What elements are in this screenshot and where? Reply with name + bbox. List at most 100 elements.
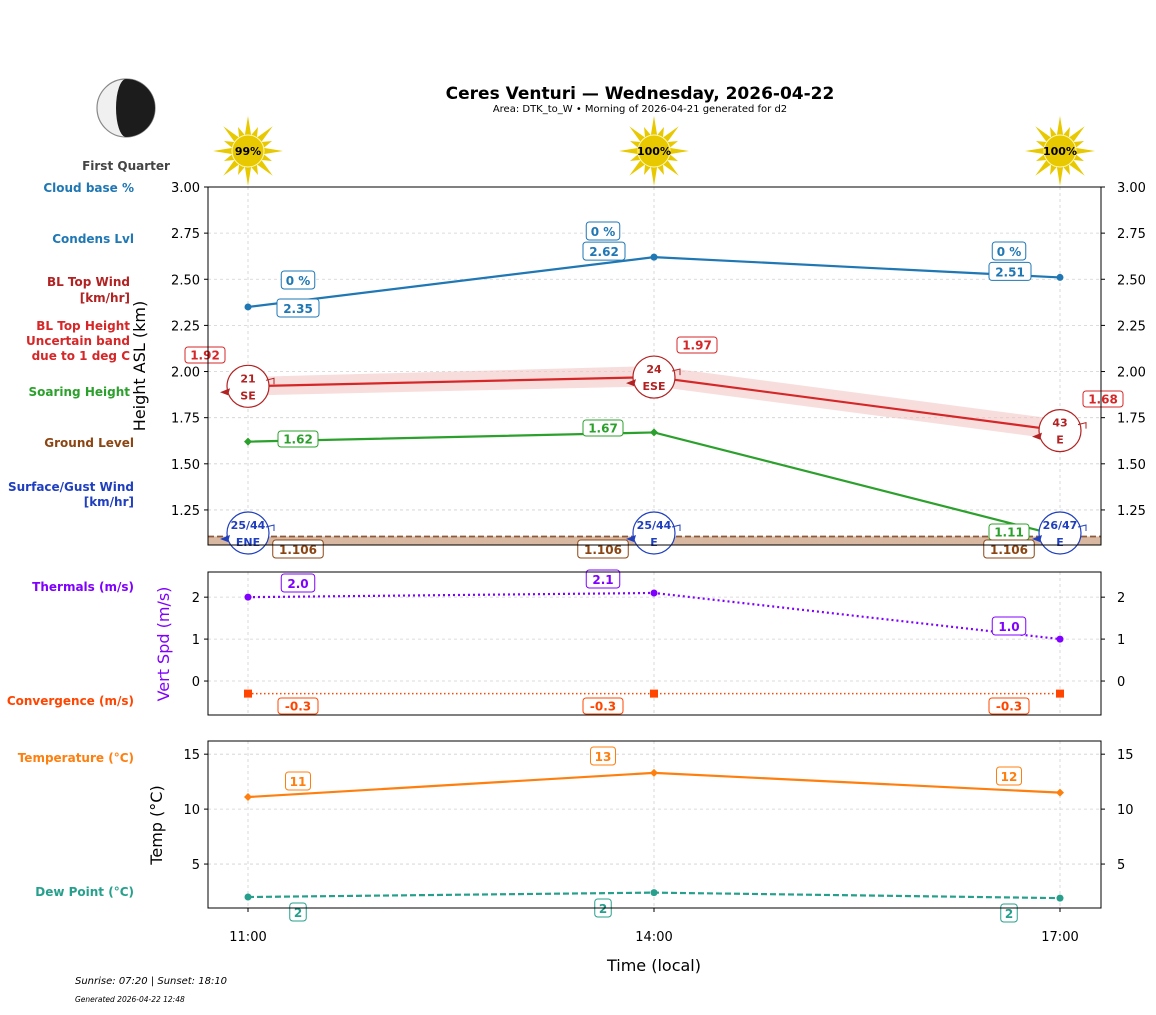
y-tick-label: 3.00 — [171, 181, 200, 196]
y-tick-label-right: 1.75 — [1117, 412, 1146, 427]
wind-arrow-icon — [626, 379, 636, 387]
bl-wind-marker: 21 SE — [220, 364, 275, 408]
y-tick-label-right: 10 — [1117, 803, 1134, 818]
label-temperature: Temperature (°C) — [18, 751, 134, 765]
sun-ray — [1068, 159, 1085, 176]
wind-circle — [1038, 511, 1082, 555]
cloud-base-point — [1056, 273, 1064, 281]
bl-wind-marker: 24 ESE — [626, 355, 681, 399]
soaring-label-box — [582, 419, 624, 437]
sun-ray — [629, 126, 646, 143]
cloud-pct-label: 0 % — [286, 274, 311, 288]
thermals-label: 2.1 — [592, 573, 613, 587]
wind-direction: E — [650, 536, 658, 549]
cloud-base-label: 2.35 — [283, 302, 313, 316]
thermals-label-box — [585, 569, 621, 589]
sun-ray — [629, 159, 646, 176]
wind-arrow-icon — [220, 388, 230, 396]
sun-percentage: 99% — [235, 145, 261, 158]
wind-arrow-icon — [1032, 432, 1042, 440]
y-tick-label: 5 — [192, 858, 200, 873]
convergence-label: -0.3 — [285, 700, 311, 714]
cloud-base-point — [650, 253, 658, 261]
sun-ray — [1073, 154, 1085, 161]
wind-barb-icon — [671, 368, 681, 376]
y-tick-label: 10 — [183, 803, 200, 818]
label-condens: Condens Lvl — [52, 232, 134, 246]
y-tick-label: 2.00 — [171, 366, 200, 381]
sun-ray — [1035, 126, 1052, 143]
wind-speed: 24 — [646, 363, 662, 376]
wind-speed: 43 — [1052, 417, 1067, 430]
dewpoint-point — [244, 893, 252, 901]
wind-barb-icon — [1077, 421, 1087, 429]
wind-speed: 26/47 — [1043, 519, 1078, 532]
sun-ray — [629, 141, 641, 148]
convergence-label: -0.3 — [590, 700, 616, 714]
cloud-pct-label-box — [280, 270, 316, 290]
thermals-point — [650, 589, 658, 597]
y-axis-label-temp: Temp (°C) — [147, 785, 166, 865]
cloud-base-line — [247, 256, 1061, 309]
sun-ray — [644, 126, 651, 138]
y-tick-label-right: 2.25 — [1117, 319, 1146, 334]
wind-barb-icon — [265, 524, 275, 531]
plot-frame — [207, 571, 1102, 716]
label-ground: Ground Level — [44, 436, 134, 450]
x-tick-label: 14:00 — [635, 930, 672, 945]
chart-subtitle: Area: DTK_to_W • Morning of 2026-04-21 g… — [493, 104, 787, 115]
wind-direction: E — [1056, 434, 1064, 447]
label-soaring: Soaring Height — [29, 385, 131, 399]
wind-direction: ESE — [643, 380, 666, 393]
temperature-label-box — [285, 771, 311, 791]
convergence-label: -0.3 — [996, 700, 1022, 714]
sun-ray — [650, 116, 658, 136]
dewpoint-point — [650, 889, 658, 897]
temperature-point — [244, 793, 252, 802]
convergence-point — [650, 689, 658, 698]
temperature-point — [1056, 788, 1064, 797]
y-tick-label-right: 2.75 — [1117, 227, 1146, 242]
temperature-label: 13 — [595, 750, 612, 764]
sun-ray — [213, 147, 233, 155]
y-axis-label-vert: Vert Spd (m/s) — [154, 587, 173, 702]
bl-top-label: 1.92 — [190, 349, 220, 363]
y-tick-label: 1.75 — [171, 412, 200, 427]
sun-ray — [1025, 147, 1045, 155]
sun-ray — [238, 164, 245, 176]
y-tick-label: 2 — [192, 591, 200, 606]
convergence-point — [1056, 689, 1064, 698]
sun-ray — [657, 126, 664, 138]
label-bl-height: BL Top Height — [36, 319, 130, 333]
temperature-label: 11 — [290, 775, 307, 789]
bl-top-label-box — [1082, 390, 1124, 408]
y-tick-label: 1.25 — [171, 504, 200, 519]
dewpoint-label: 2 — [599, 902, 607, 916]
sun-ray — [244, 166, 252, 186]
x-tick-label: 11:00 — [229, 930, 266, 945]
cloud-base-label: 2.51 — [995, 265, 1025, 279]
convergence-label-box — [582, 697, 624, 715]
cloud-base-point — [244, 303, 252, 311]
sun-ray — [1068, 126, 1085, 143]
x-tick-label: 17:00 — [1041, 930, 1078, 945]
sun-ray — [251, 126, 258, 138]
sun-ray — [261, 154, 273, 161]
wind-speed: 25/44 — [637, 519, 672, 532]
soaring-label: 1.11 — [994, 526, 1024, 540]
sun-percentage: 100% — [637, 145, 671, 158]
sun-ray — [256, 159, 273, 176]
sun-ray — [1050, 126, 1057, 138]
wind-barb-icon — [1077, 524, 1087, 531]
wind-direction: ENE — [236, 536, 260, 549]
thermals-label: 1.0 — [998, 620, 1019, 634]
surface-wind-marker: 25/44 ENE — [220, 511, 275, 555]
y-tick-label-right: 5 — [1117, 858, 1125, 873]
wind-barb-icon — [265, 377, 275, 385]
sun-disc — [637, 134, 671, 168]
wind-circle — [226, 511, 270, 555]
chart-title: Ceres Venturi — Wednesday, 2026-04-22 — [446, 84, 835, 104]
sun-ray — [256, 126, 273, 143]
label-bl-deg: due to 1 deg C — [32, 349, 131, 363]
bl-uncertainty-band — [248, 366, 1060, 440]
